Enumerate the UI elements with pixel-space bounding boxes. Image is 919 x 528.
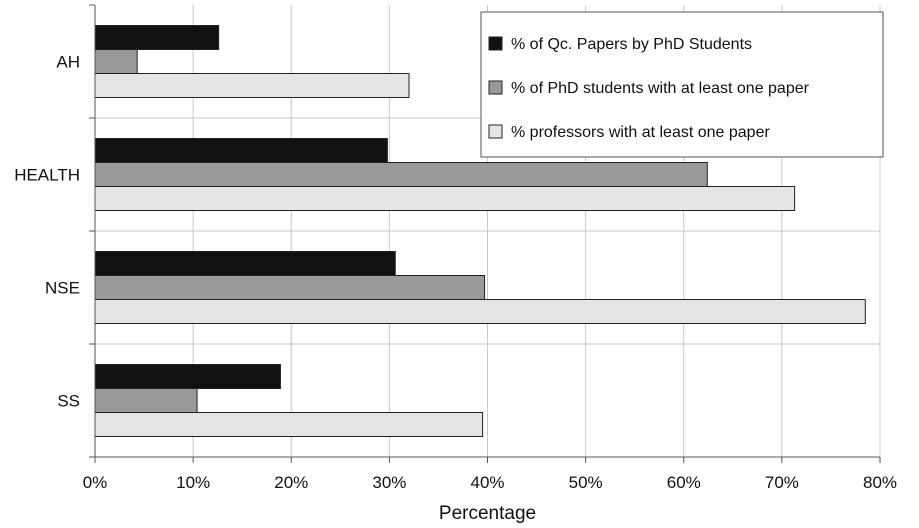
y-category-label: NSE: [45, 279, 80, 298]
legend-label: % professors with at least one paper: [511, 124, 770, 141]
legend-label: % of PhD students with at least one pape…: [511, 80, 810, 97]
bar: [94, 412, 484, 437]
bar: [94, 73, 410, 98]
x-axis-title: Percentage: [439, 503, 536, 524]
x-tick-label: 40%: [470, 473, 504, 492]
legend-label: % of Qc. Papers by PhD Students: [511, 36, 752, 53]
x-tick-label: 0%: [83, 473, 108, 492]
bar: [94, 138, 388, 163]
x-tick-label: 80%: [863, 473, 897, 492]
axes: [89, 4, 881, 463]
y-category-label: SS: [57, 392, 80, 411]
x-tick-label: 20%: [274, 473, 308, 492]
x-tick-label: 70%: [765, 473, 799, 492]
bar: [94, 49, 138, 74]
bar: [94, 162, 708, 187]
bar: [94, 186, 796, 211]
bar: [94, 364, 281, 389]
bar: [94, 388, 198, 413]
y-category-label: HEALTH: [14, 166, 80, 185]
x-tick-labels: 0% 10% 20% 30% 40% 50% 60% 70% 80%: [83, 473, 897, 492]
legend-swatch: [488, 80, 503, 95]
bar: [94, 275, 486, 300]
bar: [94, 251, 396, 276]
legend-swatch: [488, 36, 503, 51]
bar: [94, 25, 220, 50]
legend: % of Qc. Papers by PhD Students % of PhD …: [480, 11, 884, 158]
legend-swatch: [488, 124, 503, 139]
x-tick-label: 10%: [176, 473, 210, 492]
x-tick-label: 60%: [667, 473, 701, 492]
legend-box: [480, 11, 884, 158]
y-category-labels: AH HEALTH NSE SS: [14, 53, 80, 411]
y-category-label: AH: [56, 53, 80, 72]
bar: [94, 299, 866, 324]
x-tick-label: 30%: [372, 473, 406, 492]
x-tick-label: 50%: [569, 473, 603, 492]
